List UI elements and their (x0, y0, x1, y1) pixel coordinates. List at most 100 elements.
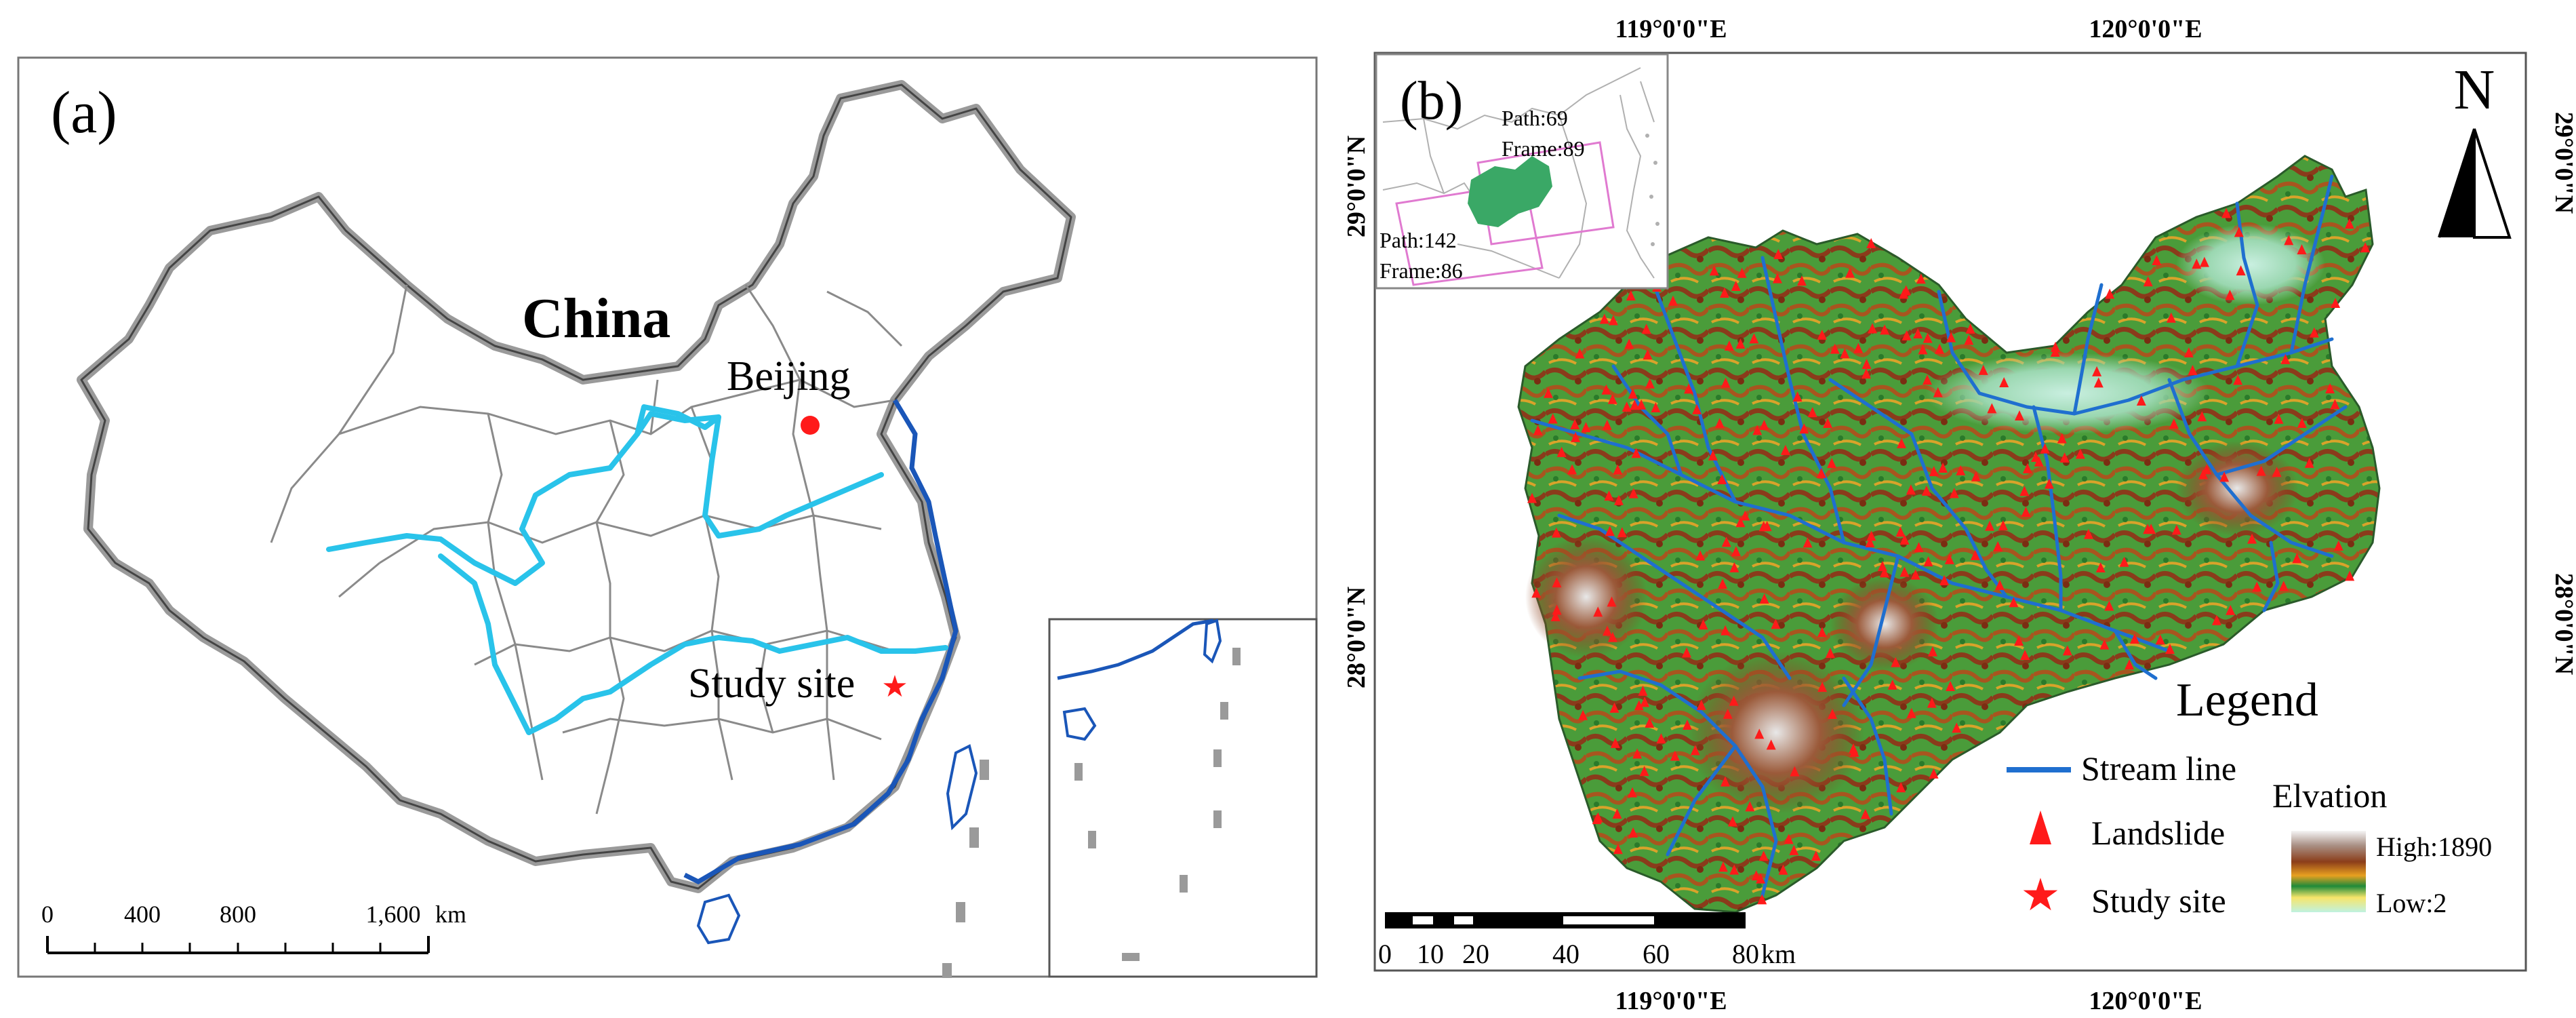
landslide-marker (1630, 399, 1640, 410)
study-site-label: Study site (688, 661, 855, 707)
inset-frame-89: Frame:89 (1502, 136, 1585, 161)
landslide-marker (1807, 407, 1817, 418)
scale-b-tick-10: 10 (1417, 939, 1444, 969)
landslide-marker (1817, 627, 1827, 638)
landslide-marker (1599, 313, 1609, 324)
landslide-marker (1729, 562, 1739, 572)
landslide-marker (2297, 243, 2307, 254)
landslide-marker (1918, 344, 1928, 355)
beijing-label: Beijing (727, 353, 851, 399)
landslide-marker (1928, 646, 1938, 657)
landslide-marker (1696, 699, 1706, 710)
landslide-marker (1624, 338, 1634, 349)
landslide-marker (2044, 478, 2054, 489)
scale-a-tick-1600: 1,600 (366, 901, 421, 928)
landslide-marker (2119, 556, 2129, 567)
landslide-marker (1645, 378, 1655, 389)
landslide-marker (2093, 377, 2104, 388)
inset-path-142: Path:142 (1380, 228, 1457, 252)
legend-title: Legend (2176, 674, 2318, 726)
taiwan-island (946, 744, 978, 831)
landslide-marker (1567, 464, 1577, 475)
legend-landslide-label: Landslide (2091, 814, 2225, 852)
landslide-marker (1717, 474, 1727, 485)
lowland-valley (1925, 353, 2210, 434)
landslide-marker (2309, 327, 2319, 338)
landslide-marker (2344, 218, 2354, 229)
landslide-marker (2169, 418, 2179, 429)
scale-b-tick-20: 20 (1462, 939, 1489, 969)
landslide-marker (1944, 553, 1954, 564)
landslide-marker (1731, 280, 1741, 291)
scale-b-tick-80: 80 (1732, 939, 1759, 969)
landslide-marker (1628, 827, 1638, 838)
landslide-marker (1956, 465, 1966, 475)
landslide-marker (1754, 728, 1765, 739)
landslide-marker (1817, 329, 1827, 340)
landslide-marker (2130, 633, 2140, 644)
landslide-marker (2104, 600, 2114, 611)
panel-b-scale-bar: 0 10 20 40 60 80 km (1378, 912, 1796, 969)
landslide-marker (1737, 267, 1747, 278)
landslide-marker (1607, 393, 1617, 404)
landslide-marker (1929, 768, 1939, 779)
north-label: N (2454, 58, 2495, 121)
landslide-marker (1613, 464, 1623, 475)
landslide-marker (2225, 290, 2235, 300)
landslide-marker (1731, 546, 1741, 557)
landslide-marker (1985, 520, 1995, 531)
landslide-marker (1608, 315, 1618, 326)
landslide-marker (2304, 457, 2314, 468)
landslide-marker (1946, 681, 1956, 692)
landslide-marker (1916, 273, 1926, 284)
landslide-marker (1714, 418, 1725, 429)
landslide-marker (1952, 722, 1962, 733)
landslide-marker (2284, 235, 2294, 246)
landslide-marker (1578, 709, 1588, 720)
landslide-marker (2331, 298, 2341, 309)
landslide-marker (1632, 748, 1643, 759)
landslide-marker (1899, 566, 1910, 577)
landslide-marker (1965, 323, 1975, 334)
legend: Legend Stream line Landslide ★ Study sit… (2007, 674, 2492, 920)
landslide-marker (1607, 596, 1617, 607)
landslide-marker (1638, 685, 1648, 696)
landslide-marker (1527, 492, 1537, 503)
scale-b-tick-0: 0 (1378, 939, 1392, 969)
highland-south (1688, 651, 1864, 814)
landslide-marker (1756, 873, 1766, 884)
landslide-marker (1640, 697, 1650, 707)
landslide-marker (1609, 702, 1619, 713)
scale-b-tick-40: 40 (1552, 939, 1579, 969)
study-area-locator (1468, 156, 1552, 227)
landslide-marker (1602, 419, 1612, 430)
landslide-marker (2278, 581, 2289, 591)
landslide-marker (1879, 567, 1889, 578)
landslide-marker (2256, 465, 2266, 476)
landslide-marker (1610, 737, 1620, 748)
landslide-marker (1792, 391, 1803, 402)
landslide-marker (1709, 265, 1719, 276)
landslide-marker (1816, 467, 1826, 478)
landslide-marker (1643, 349, 1653, 360)
landslide-marker (1729, 864, 1739, 875)
landslide-marker (2188, 364, 2198, 375)
landslide-marker (1861, 368, 1872, 379)
landslide-marker (2280, 353, 2291, 364)
landslide-marker (1592, 814, 1602, 825)
landslide-marker (2166, 312, 2176, 323)
yellow-river (326, 411, 884, 586)
landslide-marker (1796, 275, 1807, 286)
landslide-marker (2333, 540, 2343, 551)
landslide-marker (2197, 411, 2207, 422)
landslide-marker (1575, 348, 1585, 359)
coord-right-29: 29°0'0"N (2550, 112, 2576, 214)
landslide-marker (1853, 342, 1864, 353)
panel-a: (a) (17, 56, 1318, 978)
highland-center (1830, 576, 1939, 671)
elevation-ramp (2291, 831, 2366, 912)
landslide-marker (1720, 625, 1731, 635)
coord-right-28: 28°0'0"N (2550, 573, 2576, 675)
landslide-marker (1607, 631, 1617, 642)
landslide-marker (1718, 579, 1728, 589)
